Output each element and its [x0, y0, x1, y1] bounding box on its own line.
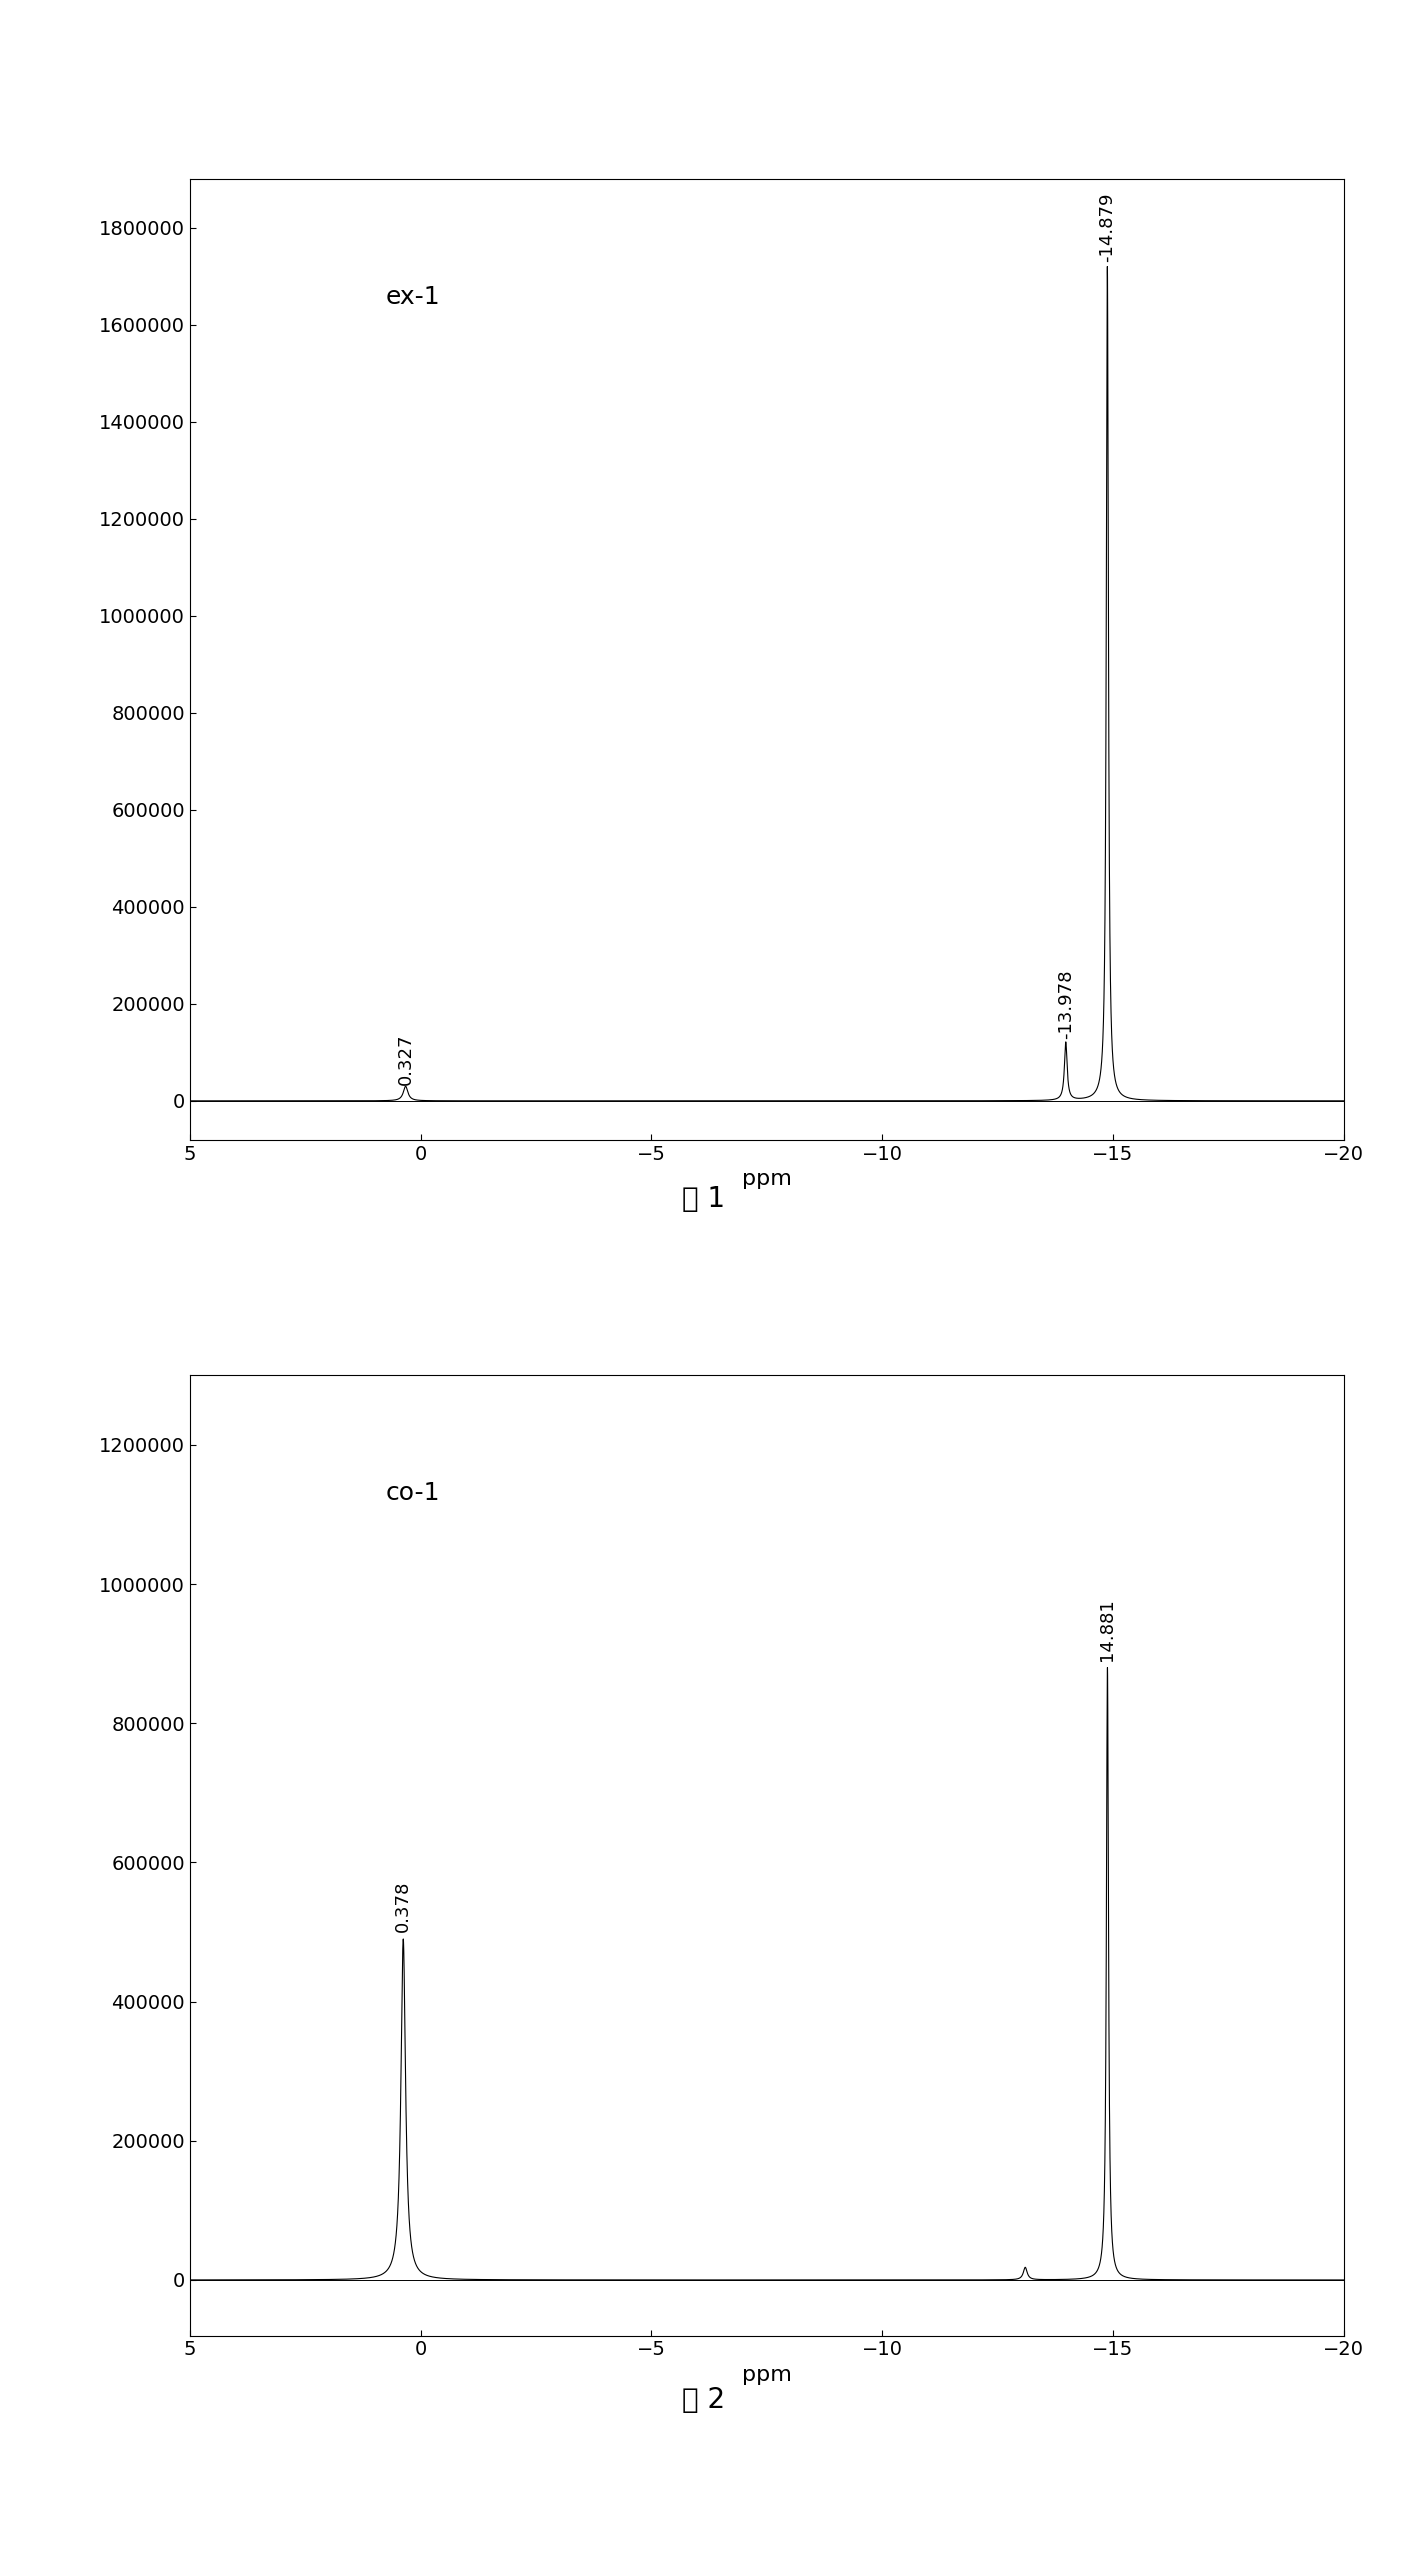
Text: 图 1: 图 1: [682, 1186, 725, 1211]
Text: 0.327: 0.327: [397, 1035, 415, 1086]
Text: 图 2: 图 2: [682, 2387, 725, 2412]
Text: 0.378: 0.378: [394, 1880, 412, 1931]
Text: ex-1: ex-1: [386, 284, 440, 310]
X-axis label: ppm: ppm: [741, 2364, 792, 2384]
X-axis label: ppm: ppm: [741, 1168, 792, 1188]
Text: -14.879: -14.879: [1099, 192, 1116, 261]
Text: 14.881: 14.881: [1099, 1598, 1116, 1660]
Text: -13.978: -13.978: [1057, 968, 1075, 1040]
Text: co-1: co-1: [386, 1480, 440, 1506]
